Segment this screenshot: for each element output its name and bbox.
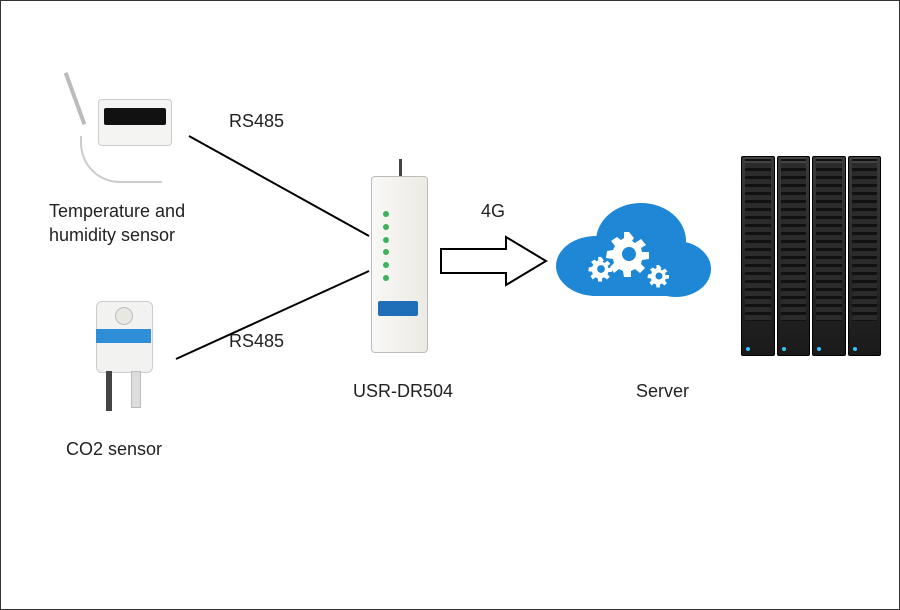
gateway-antenna-icon <box>399 159 402 177</box>
temp-sensor-label: Temperature and humidity sensor <box>49 199 229 248</box>
gateway-device-icon <box>371 176 428 353</box>
server-rack-icon <box>741 156 881 356</box>
gateway-label: USR-DR504 <box>353 381 453 402</box>
server-label: Server <box>636 381 689 402</box>
temp-humidity-sensor-icon <box>68 81 188 191</box>
edge-label-rs485-bottom: RS485 <box>229 331 284 352</box>
edge-label-4g: 4G <box>481 201 505 222</box>
diagram-canvas: Temperature and humidity sensor CO2 sens… <box>0 0 900 610</box>
co2-sensor-label: CO2 sensor <box>66 439 162 460</box>
edge-label-rs485-top: RS485 <box>229 111 284 132</box>
cloud-icon <box>541 191 716 321</box>
gateway-leds-icon <box>383 211 391 281</box>
gateway-logo-icon <box>378 301 418 316</box>
co2-sensor-icon <box>81 301 171 421</box>
